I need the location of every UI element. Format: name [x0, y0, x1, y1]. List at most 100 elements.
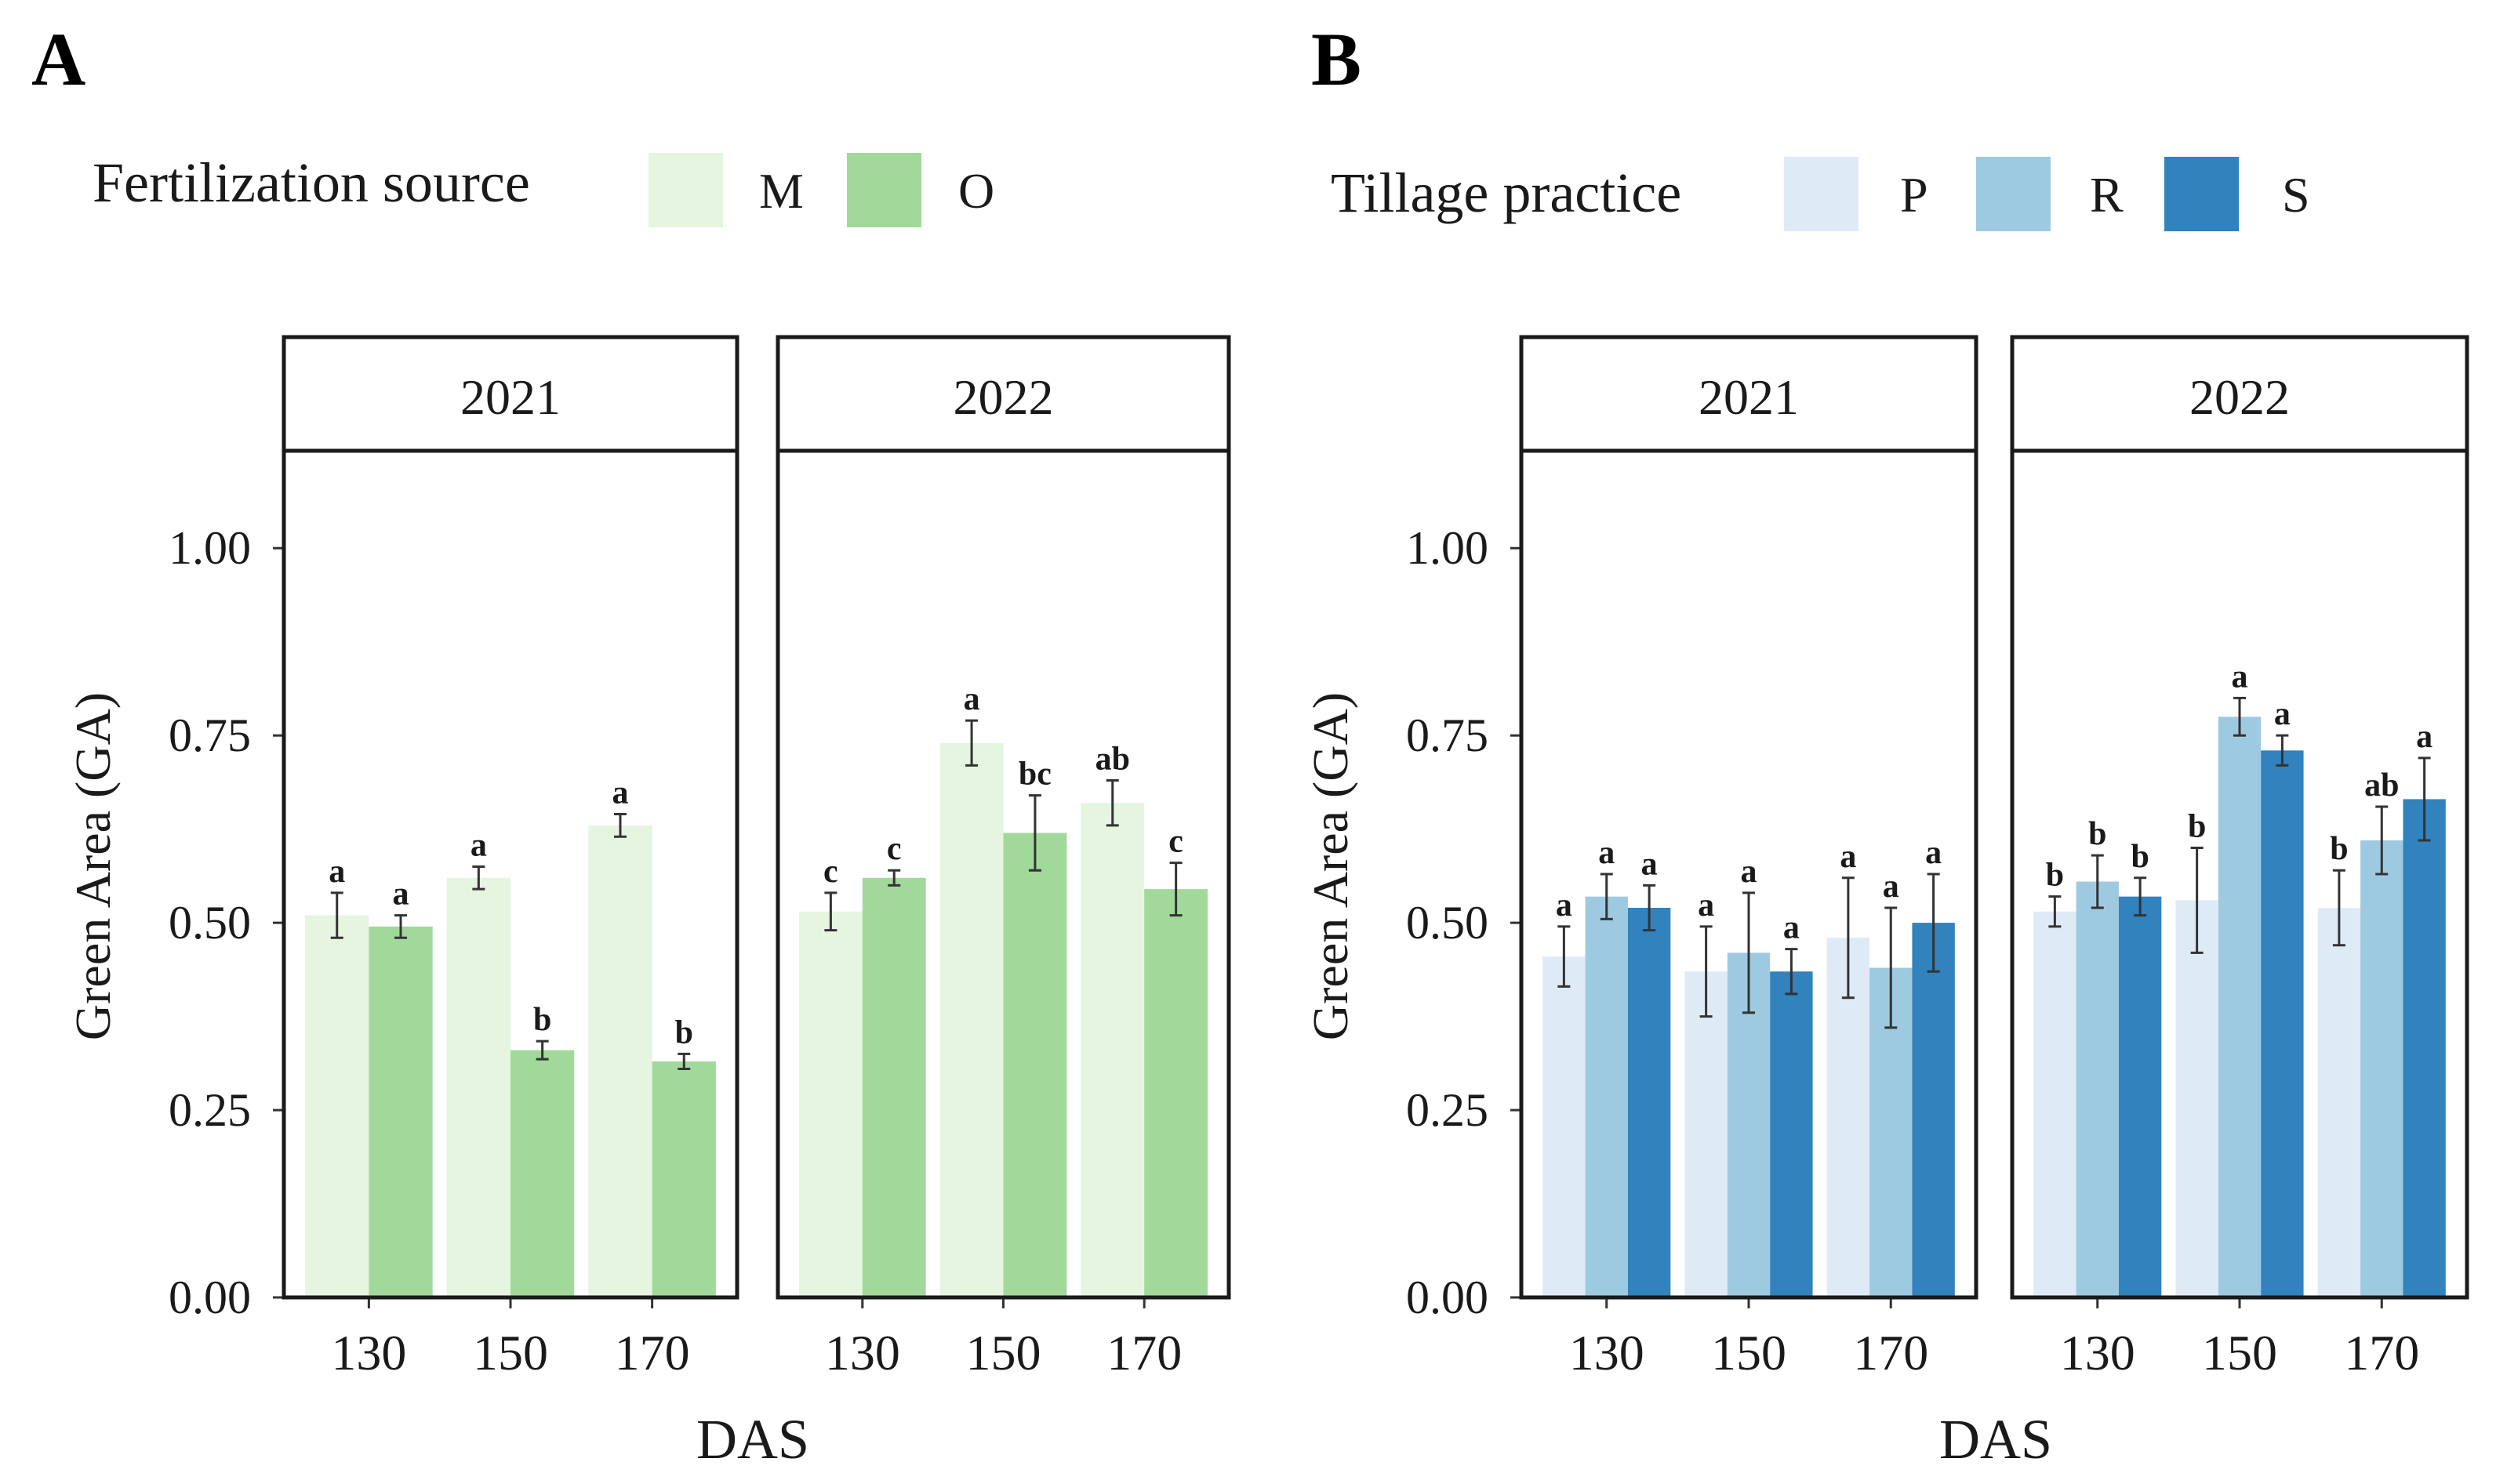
y-axis-b: 0.00 0.25 0.50 0.75 1.00 — [1406, 522, 1521, 1323]
bar — [939, 742, 1004, 1297]
significance-letter: b — [675, 1014, 693, 1050]
significance-letter: a — [2232, 659, 2248, 695]
significance-letter: b — [2188, 809, 2206, 845]
significance-letter: a — [471, 827, 487, 863]
bar — [305, 915, 369, 1297]
y-tick-label: 0.75 — [169, 709, 251, 761]
facet-strip — [2010, 335, 2469, 453]
legend-label-m: M — [759, 163, 804, 219]
bar — [1003, 833, 1067, 1297]
significance-letter: a — [1641, 846, 1658, 882]
y-tick-label: 1.00 — [169, 522, 251, 574]
significance-letter: a — [2274, 696, 2291, 732]
facet-frame — [776, 448, 1231, 1300]
significance-letter: a — [1925, 835, 1942, 871]
bar — [798, 911, 863, 1297]
significance-letter: ab — [2364, 767, 2399, 804]
significance-letter: c — [1168, 824, 1183, 860]
bar — [2076, 881, 2119, 1297]
panel-label-a: A — [31, 17, 85, 101]
bar — [2033, 911, 2076, 1297]
significance-letter: a — [1598, 835, 1615, 871]
bar — [1912, 923, 1955, 1297]
facet-strip-label: 2022 — [2189, 369, 2290, 425]
y-tick-label: 0.50 — [169, 897, 251, 949]
facet-strip-label: 2021 — [460, 369, 561, 425]
legend-item-p: P — [1784, 157, 1928, 231]
legend-item-r: R — [1976, 157, 2124, 231]
bar — [1684, 971, 1728, 1297]
x-tick-label: 150 — [966, 1325, 1041, 1381]
facet-frame — [2010, 448, 2469, 1300]
bar — [369, 926, 433, 1297]
legend-title-tillage: Tillage practice — [1331, 161, 1681, 224]
significance-letter: a — [1783, 910, 1800, 946]
facet-strip-label: 2021 — [1699, 369, 1799, 425]
panel-a: A Fertilization source M O Green Area (G… — [31, 17, 1231, 1471]
significance-letter: a — [1883, 869, 1899, 905]
y-axis-label-b: Green Area (GA) — [1303, 692, 1358, 1040]
significance-letter: a — [2416, 719, 2433, 755]
panel-label-b: B — [1311, 17, 1361, 101]
legend-item-o: O — [847, 153, 994, 227]
x-axis-label-b: DAS — [1939, 1408, 2052, 1471]
y-tick-label: 0.00 — [169, 1272, 251, 1323]
legend-label-s: S — [2282, 167, 2310, 223]
y-tick-label: 0.75 — [1406, 709, 1488, 761]
bar — [2261, 750, 2304, 1297]
significance-letter: b — [533, 1002, 551, 1038]
bar — [510, 1050, 575, 1297]
x-tick-label: 130 — [2060, 1325, 2135, 1381]
significance-letter: a — [329, 854, 345, 890]
y-axis-label-a: Green Area (GA) — [65, 692, 121, 1040]
bar — [652, 1061, 716, 1297]
x-axis-label-a: DAS — [696, 1408, 809, 1471]
legend-title-fertilization: Fertilization source — [93, 151, 530, 214]
bar — [2360, 840, 2403, 1297]
facet-frame — [282, 448, 739, 1300]
x-tick-label: 170 — [615, 1325, 690, 1381]
x-tick-label: 170 — [2344, 1325, 2419, 1381]
significance-letter: bc — [1019, 757, 1052, 793]
bar — [1770, 971, 1813, 1297]
bar — [446, 877, 510, 1297]
significance-letter: a — [612, 775, 628, 811]
y-tick-label: 0.25 — [169, 1084, 251, 1136]
significance-letter: a — [1556, 887, 1572, 923]
legend-label-p: P — [1900, 167, 1928, 223]
facet-strip — [1519, 335, 1978, 453]
x-tick-label: 150 — [2202, 1325, 2277, 1381]
bar — [1542, 956, 1586, 1297]
facet-a-2021: 2021 a a 130 a b 150 a b 170 — [282, 335, 739, 1381]
y-tick-label: 0.00 — [1406, 1272, 1488, 1323]
significance-letter: a — [1741, 854, 1757, 890]
significance-letter: b — [2088, 816, 2106, 852]
x-tick-label: 150 — [473, 1325, 548, 1381]
facet-strip — [282, 335, 739, 453]
bar — [2403, 799, 2446, 1297]
x-tick-label: 130 — [825, 1325, 900, 1381]
significance-letter: a — [1698, 887, 1714, 923]
bar — [2175, 900, 2218, 1297]
y-tick-label: 1.00 — [1406, 522, 1488, 574]
significance-letter: b — [2131, 839, 2149, 875]
bar — [1585, 896, 1628, 1297]
bar — [862, 877, 926, 1297]
bar — [2118, 896, 2162, 1297]
bar — [1627, 908, 1671, 1297]
significance-letter: ab — [1095, 742, 1130, 778]
legend-swatch-r — [1976, 157, 2051, 231]
x-tick-label: 130 — [331, 1325, 406, 1381]
bar — [588, 825, 652, 1297]
legend-label-r: R — [2090, 167, 2124, 223]
y-tick-label: 0.25 — [1406, 1084, 1488, 1136]
significance-letter: b — [2046, 858, 2064, 894]
x-tick-label: 170 — [1106, 1325, 1182, 1381]
bar — [2317, 908, 2361, 1297]
x-tick-label: 150 — [1711, 1325, 1786, 1381]
bar — [2218, 717, 2262, 1297]
